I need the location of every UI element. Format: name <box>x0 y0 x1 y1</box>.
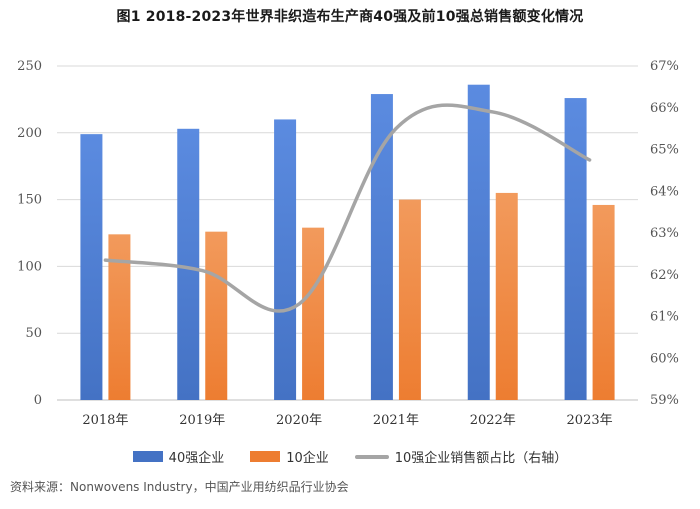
bar-40-3 <box>370 94 393 400</box>
legend-swatch-gray-line <box>354 454 389 459</box>
legend-swatch-orange <box>250 451 281 462</box>
gridlines <box>57 65 638 401</box>
x-tick-label: 2019年 <box>179 413 225 428</box>
x-tick-label: 2023年 <box>567 413 613 428</box>
x-axis-ticks: 2018年 2019年 2020年 2021年 2022年 2023年 <box>82 413 612 428</box>
legend-item-share: 10强企业销售额占比（右轴） <box>354 447 568 466</box>
y2-tick-label: 59% <box>650 393 679 408</box>
source-note: 资料来源：Nonwovens Industry，中国产业用纺织品行业协会 <box>10 480 349 494</box>
y2-tick-label: 60% <box>650 351 679 366</box>
y2-tick-label: 64% <box>650 184 679 199</box>
share-line-path <box>103 103 592 313</box>
bar-10-5 <box>592 204 615 400</box>
bar-10-0 <box>108 234 131 400</box>
bar-40-4 <box>467 84 490 400</box>
x-tick-label: 2018年 <box>82 413 128 428</box>
bar-10-1 <box>205 231 228 400</box>
y2-tick-label: 65% <box>650 143 679 158</box>
bar-40-5 <box>564 98 587 401</box>
x-tick-label: 2022年 <box>470 413 516 428</box>
y2-tick-label: 62% <box>650 268 679 283</box>
bar-40-1 <box>177 128 200 401</box>
y-tick-label: 100 <box>17 259 42 274</box>
chart-title: 图1 2018-2023年世界非织造布生产商40强及前10强总销售额变化情况 <box>116 9 584 25</box>
legend-swatch-blue <box>132 451 163 462</box>
y-tick-label: 50 <box>25 326 42 341</box>
bar-10-4 <box>495 192 518 400</box>
bar-10-3 <box>398 199 421 400</box>
y2-tick-label: 63% <box>650 226 679 241</box>
bars <box>80 84 615 401</box>
legend: 40强企业 10企业 10强企业销售额占比（右轴） <box>0 447 700 466</box>
bar-10-2 <box>302 227 325 400</box>
bar-40-0 <box>80 134 103 401</box>
share-line <box>103 103 592 313</box>
legend-label-share: 10强企业销售额占比（右轴） <box>394 451 568 466</box>
bar-40-2 <box>274 119 297 400</box>
y-tick-label: 0 <box>34 393 42 408</box>
left-axis-ticks: 0 50 100 150 200 250 <box>17 59 42 408</box>
y-tick-label: 250 <box>17 59 42 74</box>
legend-label-40: 40强企业 <box>168 451 225 466</box>
y2-tick-label: 66% <box>650 101 679 116</box>
legend-item-10: 10企业 <box>250 447 329 466</box>
y2-tick-label: 67% <box>650 59 679 74</box>
x-tick-label: 2020年 <box>276 413 322 428</box>
right-axis-ticks: 59% 60% 61% 62% 63% 64% 65% 66% 67% <box>650 59 679 408</box>
x-tick-label: 2021年 <box>373 413 419 428</box>
legend-item-40: 40强企业 <box>132 447 225 466</box>
bar-line-chart: 0 50 100 150 200 250 59% 60% 61% 62% 63% 64% 65% 66%… <box>17 59 679 428</box>
legend-label-10: 10企业 <box>286 451 329 466</box>
y2-tick-label: 61% <box>650 310 679 325</box>
y-tick-label: 200 <box>17 126 42 141</box>
y-tick-label: 150 <box>17 193 42 208</box>
